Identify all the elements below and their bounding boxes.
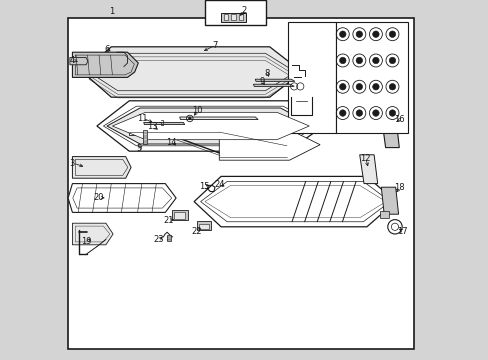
Circle shape [355, 84, 362, 90]
Bar [379, 211, 387, 218]
Text: 13: 13 [147, 122, 158, 131]
Text: 17: 17 [396, 227, 407, 236]
Text: 6: 6 [104, 45, 109, 54]
Circle shape [355, 31, 362, 37]
Text: 3: 3 [70, 158, 75, 167]
Polygon shape [70, 58, 88, 65]
Polygon shape [112, 112, 309, 140]
Polygon shape [72, 223, 113, 245]
Text: 21: 21 [163, 216, 173, 225]
Polygon shape [359, 155, 377, 184]
Polygon shape [72, 52, 138, 77]
Circle shape [388, 57, 395, 64]
Text: 2: 2 [242, 5, 246, 14]
Polygon shape [253, 84, 294, 86]
Polygon shape [194, 176, 395, 227]
Circle shape [355, 57, 362, 64]
Bar [221, 13, 245, 22]
Circle shape [188, 117, 191, 120]
Polygon shape [107, 108, 314, 144]
Circle shape [372, 110, 378, 116]
Polygon shape [129, 130, 219, 135]
Polygon shape [82, 47, 302, 97]
Circle shape [388, 84, 395, 90]
Polygon shape [381, 187, 398, 214]
Bar [142, 130, 147, 144]
Text: 12: 12 [359, 154, 369, 163]
Bar [174, 212, 185, 219]
Circle shape [339, 110, 346, 116]
Text: 18: 18 [393, 184, 404, 192]
Polygon shape [72, 157, 131, 178]
Circle shape [388, 110, 395, 116]
Circle shape [355, 110, 362, 116]
Bar [167, 235, 171, 241]
Circle shape [339, 57, 346, 64]
Circle shape [339, 31, 346, 37]
Text: 11: 11 [136, 113, 147, 122]
Text: 9: 9 [259, 77, 264, 85]
Circle shape [339, 84, 346, 90]
Polygon shape [179, 117, 258, 120]
Text: 5: 5 [137, 144, 142, 153]
Bar [231, 14, 235, 20]
Polygon shape [219, 130, 320, 160]
Polygon shape [255, 79, 294, 81]
Text: 8: 8 [264, 69, 269, 78]
Circle shape [372, 31, 378, 37]
Text: 24: 24 [214, 180, 225, 189]
Bar [172, 210, 187, 220]
Circle shape [388, 31, 395, 37]
Polygon shape [204, 0, 265, 25]
Polygon shape [143, 122, 184, 125]
Text: 23: 23 [153, 235, 164, 244]
Bar [199, 224, 208, 229]
Text: 20: 20 [93, 193, 104, 202]
Text: 16: 16 [393, 115, 404, 124]
Polygon shape [97, 101, 323, 151]
Text: 1: 1 [108, 7, 114, 16]
Bar [336, 22, 407, 133]
Circle shape [372, 84, 378, 90]
Bar [197, 221, 211, 230]
Text: 15: 15 [199, 182, 209, 191]
Polygon shape [381, 115, 399, 148]
Text: 19: 19 [81, 238, 92, 246]
Text: 10: 10 [191, 106, 202, 115]
Text: 22: 22 [191, 227, 202, 236]
Text: 7: 7 [212, 40, 217, 49]
Bar [287, 22, 336, 133]
Bar [223, 14, 228, 20]
Text: 4: 4 [70, 56, 75, 65]
Bar [238, 14, 243, 20]
Text: 14: 14 [166, 138, 177, 147]
Circle shape [372, 57, 378, 64]
Polygon shape [68, 184, 176, 212]
